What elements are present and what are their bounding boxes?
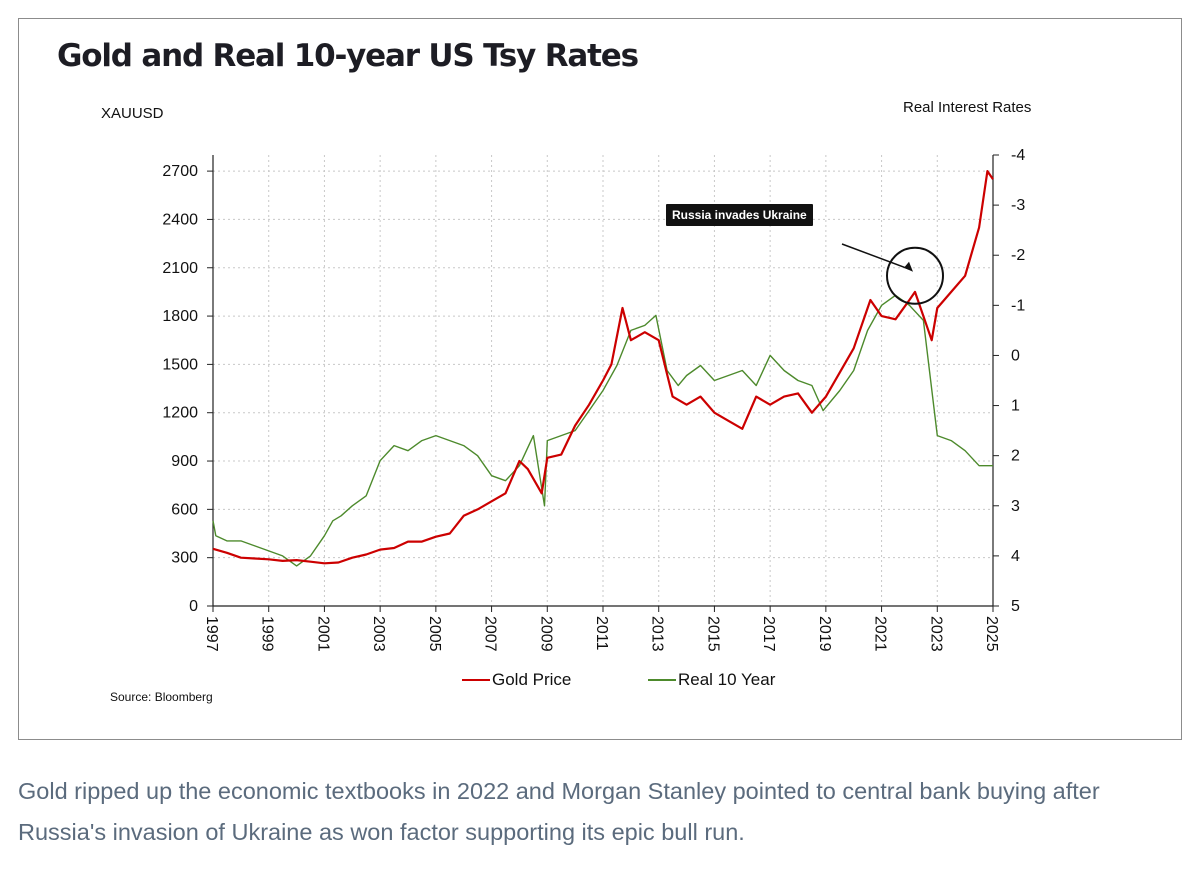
legend-item-gold: Gold Price: [462, 670, 571, 690]
y-right-tick-label: 5: [1011, 598, 1020, 615]
y-right-tick-label: -2: [1011, 247, 1025, 264]
y-right-tick-label: -4: [1011, 147, 1025, 164]
y-right-tick-label: 2: [1011, 448, 1020, 465]
x-tick-label: 2025: [983, 616, 1000, 652]
y-left-tick-label: 2400: [162, 211, 198, 228]
legend-label-gold: Gold Price: [492, 670, 572, 689]
x-tick-label: 2023: [927, 616, 944, 652]
x-tick-label: 2017: [760, 616, 777, 652]
annotation-circle: [886, 246, 944, 305]
legend-label-real: Real 10 Year: [678, 670, 776, 689]
legend-swatch-gold: [462, 679, 490, 681]
right-axis-title: Real Interest Rates: [903, 99, 1032, 116]
y-right-tick-label: -3: [1011, 197, 1025, 214]
legend-swatch-real: [648, 679, 676, 681]
y-right-tick-label: -1: [1011, 297, 1025, 314]
annotation-marker: [841, 243, 944, 305]
x-tick-label: 1999: [259, 616, 276, 652]
source-note: Source: Bloomberg: [110, 690, 213, 704]
y-left-tick-label: 900: [171, 453, 198, 470]
x-tick-label: 2011: [593, 616, 610, 651]
y-left-tick-label: 2100: [162, 260, 198, 277]
x-tick-label: 2019: [816, 616, 833, 652]
x-tick-label: 2003: [370, 616, 387, 652]
x-tick-label: 2009: [537, 616, 554, 652]
y-left-tick-label: 1500: [162, 356, 198, 373]
y-left-tick-label: 0: [189, 598, 198, 615]
annotation-arrow: [841, 243, 912, 271]
y-left-tick-label: 300: [171, 550, 198, 567]
x-tick-label: 2021: [872, 616, 889, 652]
article-caption: Gold ripped up the economic textbooks in…: [18, 778, 1100, 845]
annotation-label: Russia invades Ukraine: [666, 204, 813, 226]
series-line-real: [212, 294, 993, 567]
y-left-tick-label: 1200: [162, 405, 198, 422]
x-tick-label: 2001: [314, 616, 331, 652]
left-axis-title: XAUUSD: [101, 105, 164, 122]
series-lines: [212, 170, 994, 567]
axes: [207, 154, 999, 612]
x-tick-label: 2015: [704, 616, 721, 652]
series-line-gold: [212, 170, 994, 565]
x-tick-label: 2007: [482, 616, 499, 652]
chart-title: Gold and Real 10-year US Tsy Rates: [57, 38, 639, 74]
annotation-arrowhead: [904, 261, 913, 272]
gridlines: [213, 155, 993, 606]
y-right-tick-label: 3: [1011, 498, 1020, 515]
y-left-tick-label: 600: [171, 501, 198, 518]
legend-item-real: Real 10 Year: [648, 670, 775, 690]
x-tick-label: 2013: [649, 616, 666, 652]
y-right-tick-label: 4: [1011, 548, 1020, 565]
tick-labels: 0 300 600 900 1200 1500 1800 2100 2400 2700 5 4 3 2 1 0…: [162, 147, 1025, 652]
x-tick-label: 1997: [203, 616, 220, 652]
y-left-tick-label: 2700: [162, 163, 198, 180]
x-tick-label: 2005: [426, 616, 443, 652]
y-right-tick-label: 0: [1011, 347, 1020, 364]
y-left-tick-label: 1800: [162, 308, 198, 325]
chart-frame: [18, 18, 1182, 740]
y-right-tick-label: 1: [1011, 398, 1020, 415]
